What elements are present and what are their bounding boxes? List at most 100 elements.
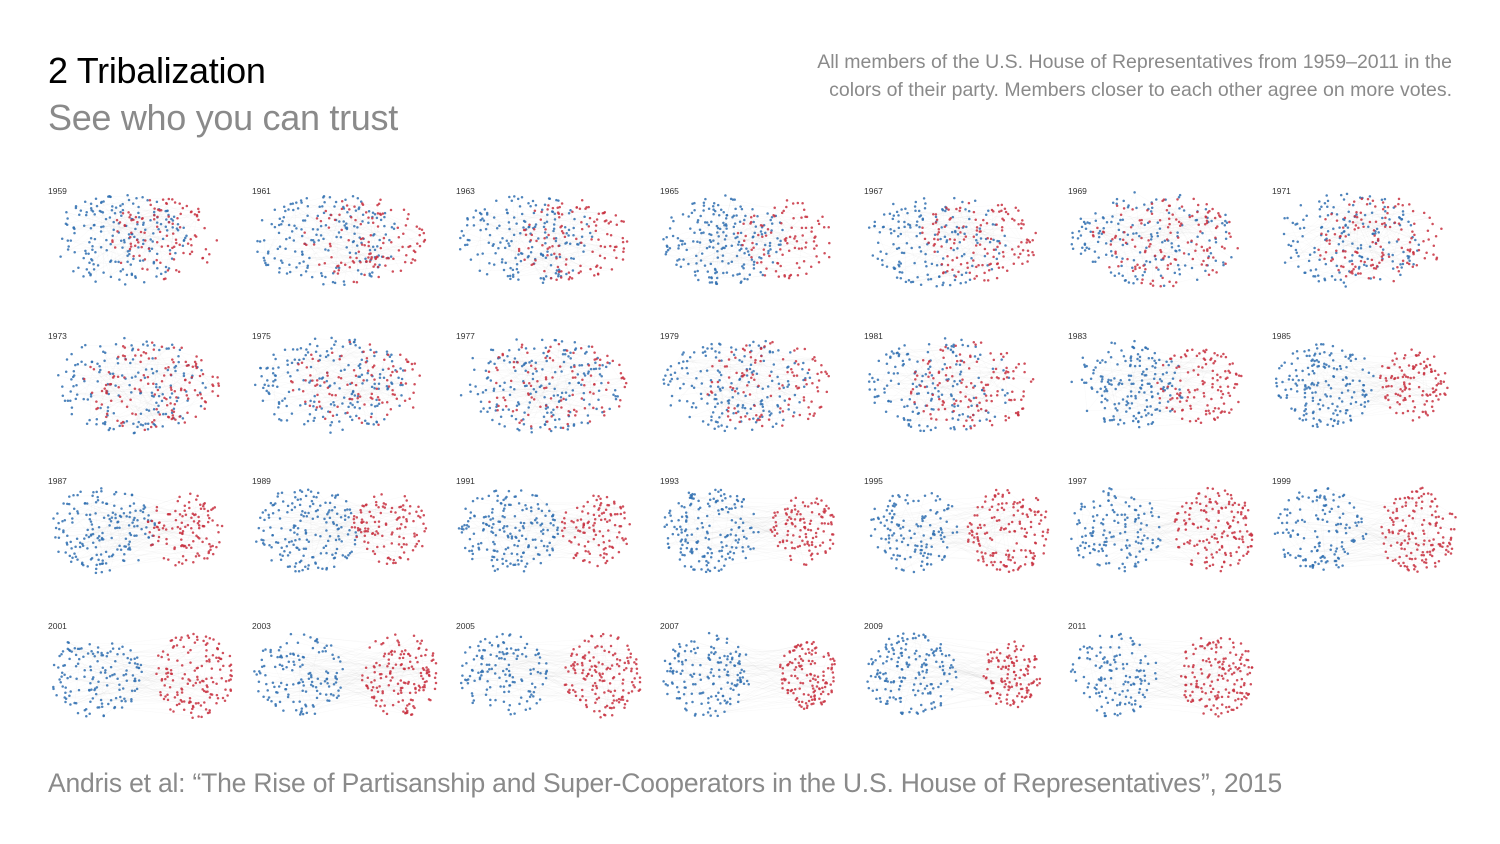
network-panel-2009: 2009 — [860, 617, 1050, 732]
edges — [664, 489, 833, 573]
member-nodes — [867, 196, 1037, 288]
edges — [665, 198, 829, 284]
network-panel-1959: 1959 — [44, 182, 234, 297]
network-graph — [1274, 342, 1449, 429]
network-graph — [1070, 339, 1243, 429]
network-graph — [1273, 486, 1457, 573]
network-graph — [253, 336, 421, 434]
network-panel-1999: 1999 — [1268, 472, 1458, 587]
network-panel-1979: 1979 — [656, 327, 846, 442]
network-panel-1977: 1977 — [452, 327, 642, 442]
year-label: 1981 — [863, 331, 884, 341]
network-panel-2003: 2003 — [248, 617, 438, 732]
year-label: 1997 — [1067, 476, 1088, 486]
network-panel-1973: 1973 — [44, 327, 234, 442]
year-label: 1991 — [455, 476, 476, 486]
year-label: 1987 — [47, 476, 68, 486]
year-label: 1975 — [251, 331, 272, 341]
network-graph — [52, 632, 233, 719]
member-nodes — [662, 631, 836, 718]
year-label: 2007 — [659, 621, 680, 631]
network-graph — [1282, 192, 1443, 288]
network-grid: 1959 1961 1963 1965 1967 1969 1971 1973 1975 1977… — [44, 182, 1464, 730]
edges — [458, 490, 630, 571]
network-panel-1989: 1989 — [248, 472, 438, 587]
member-nodes — [1282, 192, 1443, 288]
year-label: 1985 — [1271, 331, 1292, 341]
member-nodes — [458, 195, 629, 284]
network-graph — [866, 632, 1042, 716]
network-panel-1987: 1987 — [44, 472, 234, 587]
network-panel-1963: 1963 — [452, 182, 642, 297]
member-nodes — [52, 487, 224, 575]
network-panel-1967: 1967 — [860, 182, 1050, 297]
edges — [869, 198, 1034, 286]
network-graph — [662, 631, 836, 718]
edges — [871, 489, 1049, 573]
year-label: 1961 — [251, 186, 272, 196]
network-graph — [867, 196, 1037, 288]
member-nodes — [459, 338, 628, 434]
year-label: 1969 — [1067, 186, 1088, 196]
member-nodes — [663, 488, 835, 574]
edges — [461, 633, 642, 718]
page-title: 2 Tribalization — [48, 50, 266, 91]
network-graph — [255, 488, 428, 573]
network-panel-1961: 1961 — [248, 182, 438, 297]
member-nodes — [255, 488, 428, 573]
member-nodes — [866, 632, 1042, 716]
description: All members of the U.S. House of Represe… — [672, 48, 1452, 104]
year-label: 1995 — [863, 476, 884, 486]
year-label: 2001 — [47, 621, 68, 631]
member-nodes — [867, 337, 1035, 433]
edges — [460, 196, 624, 283]
year-label: 2009 — [863, 621, 884, 631]
member-nodes — [253, 336, 421, 434]
member-nodes — [457, 489, 631, 573]
member-nodes — [869, 488, 1050, 574]
page-subtitle: See who you can trust — [48, 97, 398, 138]
member-nodes — [52, 632, 233, 719]
year-label: 1967 — [863, 186, 884, 196]
edges — [1283, 193, 1442, 287]
year-label: 1963 — [455, 186, 476, 196]
edges — [58, 337, 219, 434]
year-label: 1979 — [659, 331, 680, 341]
year-label: 1959 — [47, 186, 68, 196]
edges — [869, 339, 1034, 432]
member-nodes — [1274, 342, 1449, 429]
year-label: 1999 — [1271, 476, 1292, 486]
network-panel-1983: 1983 — [1064, 327, 1254, 442]
member-nodes — [1069, 632, 1254, 718]
network-graph — [458, 195, 629, 284]
member-nodes — [662, 194, 831, 286]
network-graph — [57, 336, 221, 435]
network-panel-1975: 1975 — [248, 327, 438, 442]
citation: Andris et al: “The Rise of Partisanship … — [48, 768, 1282, 798]
network-panel-2007: 2007 — [656, 617, 846, 732]
edges — [1277, 487, 1456, 570]
network-graph — [663, 488, 835, 574]
edges — [1072, 633, 1254, 717]
description-line-1: All members of the U.S. House of Represe… — [817, 51, 1452, 73]
network-graph — [459, 338, 628, 434]
network-graph — [459, 632, 642, 719]
member-nodes — [1070, 486, 1254, 573]
network-graph — [1070, 191, 1239, 288]
network-panel-1997: 1997 — [1064, 472, 1254, 587]
year-label: 2005 — [455, 621, 476, 631]
year-label: 1971 — [1271, 186, 1292, 196]
member-nodes — [256, 194, 427, 287]
network-graph — [662, 339, 830, 433]
member-nodes — [1070, 191, 1239, 288]
edges — [260, 337, 420, 430]
network-graph — [457, 489, 631, 573]
member-nodes — [253, 632, 438, 716]
year-label: 1973 — [47, 331, 68, 341]
year-label: 2003 — [251, 621, 272, 631]
network-graph — [253, 632, 438, 716]
network-panel-1981: 1981 — [860, 327, 1050, 442]
network-graph — [256, 194, 427, 287]
network-graph — [869, 488, 1050, 574]
edges — [53, 635, 232, 717]
